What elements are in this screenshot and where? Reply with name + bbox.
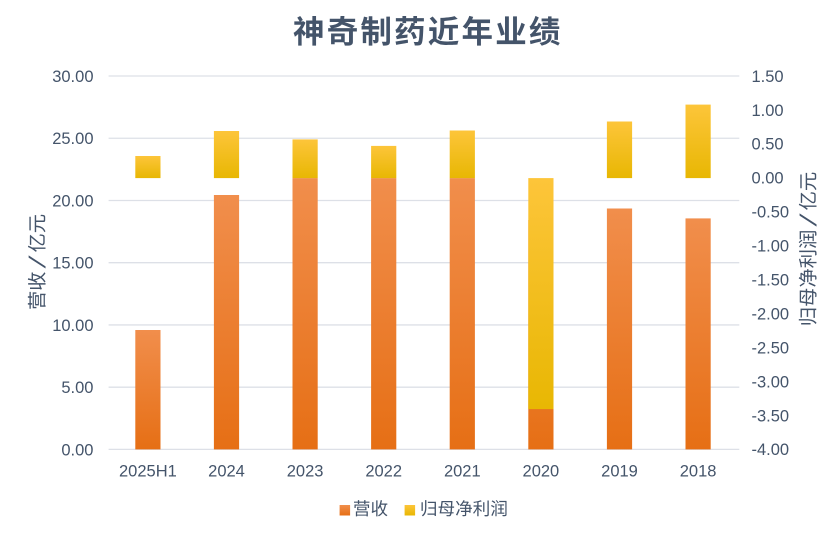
svg-text:25.00: 25.00 xyxy=(52,130,93,148)
svg-text:2021: 2021 xyxy=(444,463,481,481)
svg-text:2018: 2018 xyxy=(680,463,717,481)
svg-text:10.00: 10.00 xyxy=(52,317,93,335)
svg-text:5.00: 5.00 xyxy=(61,379,93,397)
svg-text:-0.50: -0.50 xyxy=(752,204,790,222)
svg-text:1.00: 1.00 xyxy=(752,102,784,120)
svg-text:-4.00: -4.00 xyxy=(752,441,790,459)
svg-text:-2.50: -2.50 xyxy=(752,339,790,357)
svg-text:1.50: 1.50 xyxy=(752,68,784,86)
svg-text:2019: 2019 xyxy=(601,463,638,481)
svg-text:-1.00: -1.00 xyxy=(752,238,790,256)
svg-text:0.00: 0.00 xyxy=(61,441,93,459)
svg-text:2020: 2020 xyxy=(523,463,560,481)
svg-text:0.00: 0.00 xyxy=(752,170,784,188)
svg-text:2025H1: 2025H1 xyxy=(119,463,177,481)
svg-text:0.50: 0.50 xyxy=(752,136,784,154)
svg-text:2022: 2022 xyxy=(365,463,402,481)
svg-text:2023: 2023 xyxy=(287,463,324,481)
svg-text:20.00: 20.00 xyxy=(52,192,93,210)
svg-text:2024: 2024 xyxy=(208,463,245,481)
svg-text:15.00: 15.00 xyxy=(52,255,93,273)
svg-text:30.00: 30.00 xyxy=(52,68,93,86)
svg-text:-2.00: -2.00 xyxy=(752,305,790,323)
svg-text:-1.50: -1.50 xyxy=(752,271,790,289)
svg-text:-3.00: -3.00 xyxy=(752,373,790,391)
svg-text:-3.50: -3.50 xyxy=(752,407,790,425)
